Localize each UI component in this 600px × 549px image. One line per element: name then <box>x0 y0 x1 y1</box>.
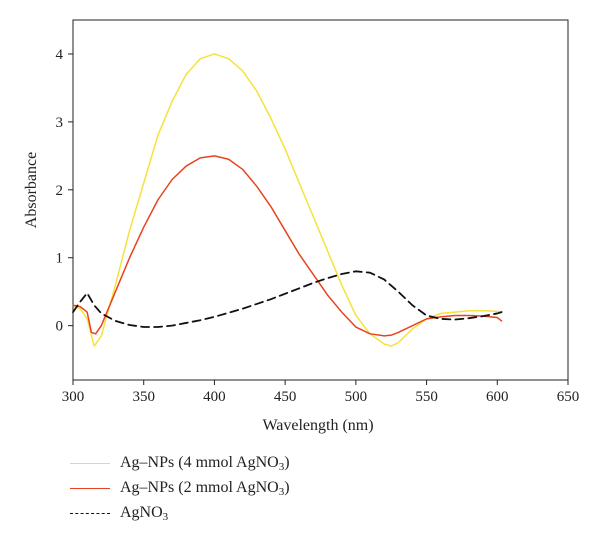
legend-swatch-4mmol <box>70 463 110 464</box>
x-tick-label: 600 <box>486 389 509 405</box>
series-line-1 <box>72 155 503 337</box>
x-tick-label: 350 <box>132 389 155 405</box>
absorbance-chart: 300 350 400 450 500 550 600 650 0 1 2 3 4 Wavelengt… <box>23 19 580 434</box>
x-axis-label: Wavelength (nm) <box>262 417 373 434</box>
legend-swatch-2mmol <box>70 488 110 489</box>
y-axis-label: Absorbance <box>23 152 40 228</box>
series-line-2 <box>72 270 503 328</box>
legend-label-agno3: AgNO3 <box>120 504 169 523</box>
y-axis-ticks: 0 1 2 3 4 <box>56 47 73 335</box>
x-tick-label: 650 <box>557 389 580 405</box>
x-tick-label: 500 <box>345 389 368 405</box>
y-tick-label: 1 <box>56 251 64 267</box>
legend-swatch-agno3 <box>70 513 110 514</box>
series-line-0 <box>72 53 503 347</box>
y-tick-label: 2 <box>56 183 64 199</box>
y-tick-label: 4 <box>56 47 64 63</box>
x-axis-ticks: 300 350 400 450 500 550 600 650 <box>62 380 580 405</box>
y-tick-label: 0 <box>56 319 64 335</box>
plot-frame <box>72 19 569 381</box>
x-tick-label: 400 <box>203 389 226 405</box>
x-tick-label: 550 <box>415 389 438 405</box>
legend-label-2mmol: Ag–NPs (2 mmol AgNO3) <box>120 479 290 498</box>
y-tick-label: 3 <box>56 115 64 131</box>
x-tick-label: 300 <box>62 389 85 405</box>
plot-area <box>72 19 569 381</box>
legend-label-4mmol: Ag–NPs (4 mmol AgNO3) <box>120 454 290 473</box>
x-tick-label: 450 <box>274 389 297 405</box>
